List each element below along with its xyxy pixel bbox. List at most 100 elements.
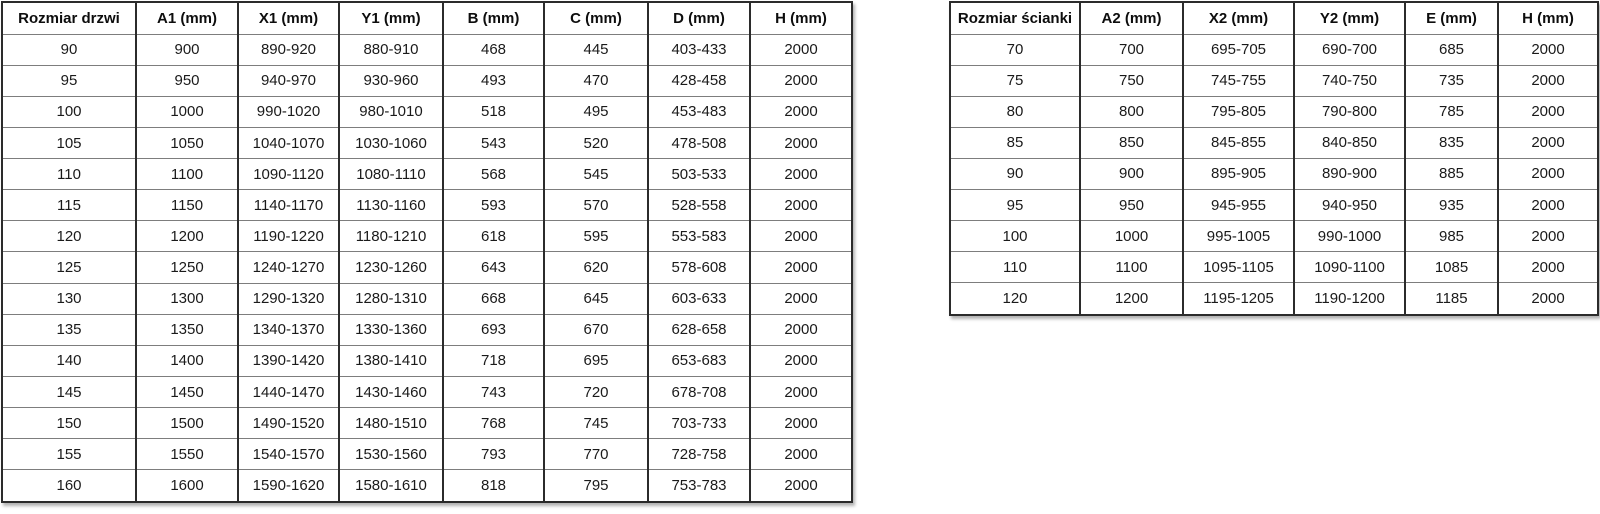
table-cell: 695-705 — [1182, 33, 1295, 66]
table-cell: 2000 — [1497, 64, 1599, 97]
table-cell: 850 — [1079, 126, 1184, 159]
table-cell: 2000 — [1497, 251, 1599, 284]
table-cell: 1140-1170 — [237, 189, 340, 222]
table-cell: 470 — [543, 64, 649, 97]
table-cell: 1440-1470 — [237, 375, 340, 409]
column-header: Y1 (mm) — [338, 1, 444, 35]
table-cell: 1300 — [135, 282, 239, 315]
table-cell: 845-855 — [1182, 126, 1295, 159]
table-cell: 1540-1570 — [237, 438, 340, 471]
column-header: Y2 (mm) — [1293, 1, 1406, 35]
column-header: Rozmiar ścianki — [949, 1, 1081, 35]
table-cell: 130 — [1, 282, 137, 315]
table-cell: 645 — [543, 282, 649, 315]
table-cell: 995-1005 — [1182, 220, 1295, 253]
table-cell: 985 — [1404, 220, 1499, 253]
table-cell: 685 — [1404, 33, 1499, 66]
table-cell: 750 — [1079, 64, 1184, 97]
table-cell: 900 — [135, 33, 239, 66]
table-cell: 2000 — [749, 158, 853, 191]
table-cell: 2000 — [749, 126, 853, 160]
table-cell: 135 — [1, 313, 137, 346]
table-cell: 2000 — [749, 95, 853, 128]
table-cell: 720 — [543, 375, 649, 409]
table-cell: 468 — [442, 33, 545, 66]
column-header: C (mm) — [543, 1, 649, 35]
table-cell: 1250 — [135, 251, 239, 284]
column-header: Rozmiar drzwi — [1, 1, 137, 35]
table-cell: 700 — [1079, 33, 1184, 66]
table-cell: 1400 — [135, 344, 239, 377]
table-row: 85 850 845-855 840-850 835 2000 — [949, 126, 1599, 159]
table-cell: 125 — [1, 251, 137, 284]
column-header: A2 (mm) — [1079, 1, 1184, 35]
table-cell: 1340-1370 — [237, 313, 340, 346]
table-row: 120 1200 1195-1205 1190-1200 1185 2000 — [949, 282, 1599, 316]
table-cell: 1130-1160 — [338, 189, 444, 222]
table-cell: 528-558 — [647, 189, 751, 222]
column-header: H (mm) — [749, 1, 853, 35]
table-cell: 453-483 — [647, 95, 751, 128]
table-cell: 95 — [949, 189, 1081, 222]
table-cell: 155 — [1, 438, 137, 471]
table-row: 110 1100 1095-1105 1090-1100 1085 2000 — [949, 251, 1599, 284]
table-cell: 1280-1310 — [338, 282, 444, 315]
table-cell: 643 — [442, 251, 545, 284]
table-cell: 1090-1120 — [237, 158, 340, 191]
table-row: 125 1250 1240-1270 1230-1260 643 620 578-608 20… — [1, 251, 853, 284]
table-cell: 1080-1110 — [338, 158, 444, 191]
table-cell: 1330-1360 — [338, 313, 444, 346]
table-cell: 890-920 — [237, 33, 340, 66]
table-row: 95 950 940-970 930-960 493 470 428-458 2000 — [1, 64, 853, 97]
wall-sizes-table: Rozmiar ścianki A2 (mm) X2 (mm) Y2 (mm) E (m… — [949, 1, 1599, 316]
table-cell: 628-658 — [647, 313, 751, 346]
table-row: 100 1000 995-1005 990-1000 985 2000 — [949, 220, 1599, 253]
table-cell: 1040-1070 — [237, 126, 340, 160]
table-cell: 520 — [543, 126, 649, 160]
table-cell: 1100 — [135, 158, 239, 191]
column-header: A1 (mm) — [135, 1, 239, 35]
table-cell: 1480-1510 — [338, 407, 444, 440]
table-cell: 935 — [1404, 189, 1499, 222]
table-cell: 790-800 — [1293, 95, 1406, 128]
table-cell: 1550 — [135, 438, 239, 471]
table-cell: 1150 — [135, 189, 239, 222]
table-cell: 1050 — [135, 126, 239, 160]
header-row: Rozmiar drzwi A1 (mm) X1 (mm) Y1 (mm) B (mm)… — [1, 1, 853, 35]
table-cell: 428-458 — [647, 64, 751, 97]
table-cell: 1180-1210 — [338, 220, 444, 253]
table-cell: 95 — [1, 64, 137, 97]
table-cell: 990-1020 — [237, 95, 340, 128]
table-cell: 950 — [135, 64, 239, 97]
table-cell: 1100 — [1079, 251, 1184, 284]
table-row: 90 900 890-920 880-910 468 445 403-433 2000 — [1, 33, 853, 66]
table-cell: 900 — [1079, 157, 1184, 191]
table-cell: 678-708 — [647, 375, 751, 409]
table-cell: 1530-1560 — [338, 438, 444, 471]
table-cell: 795 — [543, 469, 649, 503]
table-cell: 653-683 — [647, 344, 751, 377]
table-cell: 890-900 — [1293, 157, 1406, 191]
table-cell: 895-905 — [1182, 157, 1295, 191]
table-cell: 1230-1260 — [338, 251, 444, 284]
table-cell: 990-1000 — [1293, 220, 1406, 253]
table-cell: 1190-1220 — [237, 220, 340, 253]
table-cell: 718 — [442, 344, 545, 377]
table-cell: 570 — [543, 189, 649, 222]
table-cell: 85 — [949, 126, 1081, 159]
table-cell: 1190-1200 — [1293, 282, 1406, 316]
table-cell: 1085 — [1404, 251, 1499, 284]
table-cell: 1600 — [135, 469, 239, 503]
table-cell: 745-755 — [1182, 64, 1295, 97]
table-cell: 930-960 — [338, 64, 444, 97]
table-cell: 1580-1610 — [338, 469, 444, 503]
table-cell: 2000 — [749, 251, 853, 284]
table-row: 90 900 895-905 890-900 885 2000 — [949, 157, 1599, 191]
table-row: 145 1450 1440-1470 1430-1460 743 720 678-708 20… — [1, 375, 853, 409]
table-cell: 768 — [442, 407, 545, 440]
table-cell: 1450 — [135, 375, 239, 409]
table-cell: 793 — [442, 438, 545, 471]
table-cell: 1185 — [1404, 282, 1499, 316]
table-cell: 2000 — [749, 438, 853, 471]
